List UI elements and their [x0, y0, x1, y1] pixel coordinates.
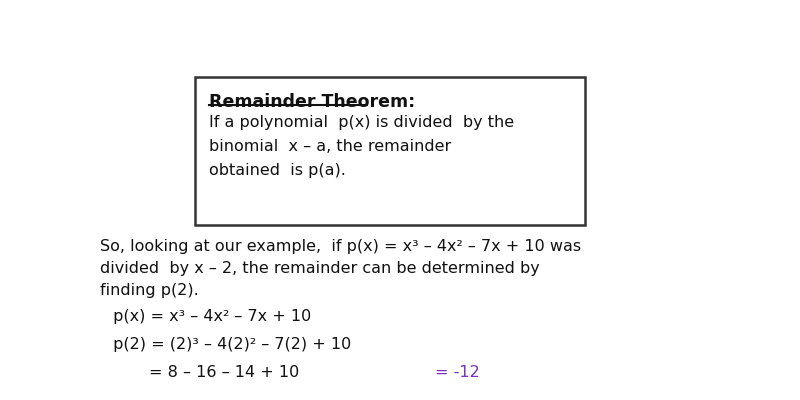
Text: finding p(2).: finding p(2). — [100, 283, 198, 298]
Text: divided  by x – 2, the remainder can be determined by: divided by x – 2, the remainder can be d… — [100, 261, 540, 276]
Text: = -12: = -12 — [435, 365, 480, 380]
Text: = 8 – 16 – 14 + 10: = 8 – 16 – 14 + 10 — [108, 365, 299, 380]
Text: Remainder Theorem And Polynomials: Remainder Theorem And Polynomials — [78, 22, 722, 50]
Text: So, looking at our example,  if p(x) = x³ – 4x² – 7x + 10 was: So, looking at our example, if p(x) = x³… — [100, 239, 581, 254]
Text: binomial  x – a, the remainder: binomial x – a, the remainder — [209, 139, 451, 154]
Text: If a polynomial  p(x) is divided  by the: If a polynomial p(x) is divided by the — [209, 115, 514, 130]
Text: p(x) = x³ – 4x² – 7x + 10: p(x) = x³ – 4x² – 7x + 10 — [108, 309, 311, 324]
Text: p(2) = (2)³ – 4(2)² – 7(2) + 10: p(2) = (2)³ – 4(2)² – 7(2) + 10 — [108, 337, 351, 352]
Text: obtained  is p(a).: obtained is p(a). — [209, 163, 346, 178]
Text: Remainder Theorem:: Remainder Theorem: — [209, 93, 415, 111]
FancyBboxPatch shape — [195, 77, 585, 225]
